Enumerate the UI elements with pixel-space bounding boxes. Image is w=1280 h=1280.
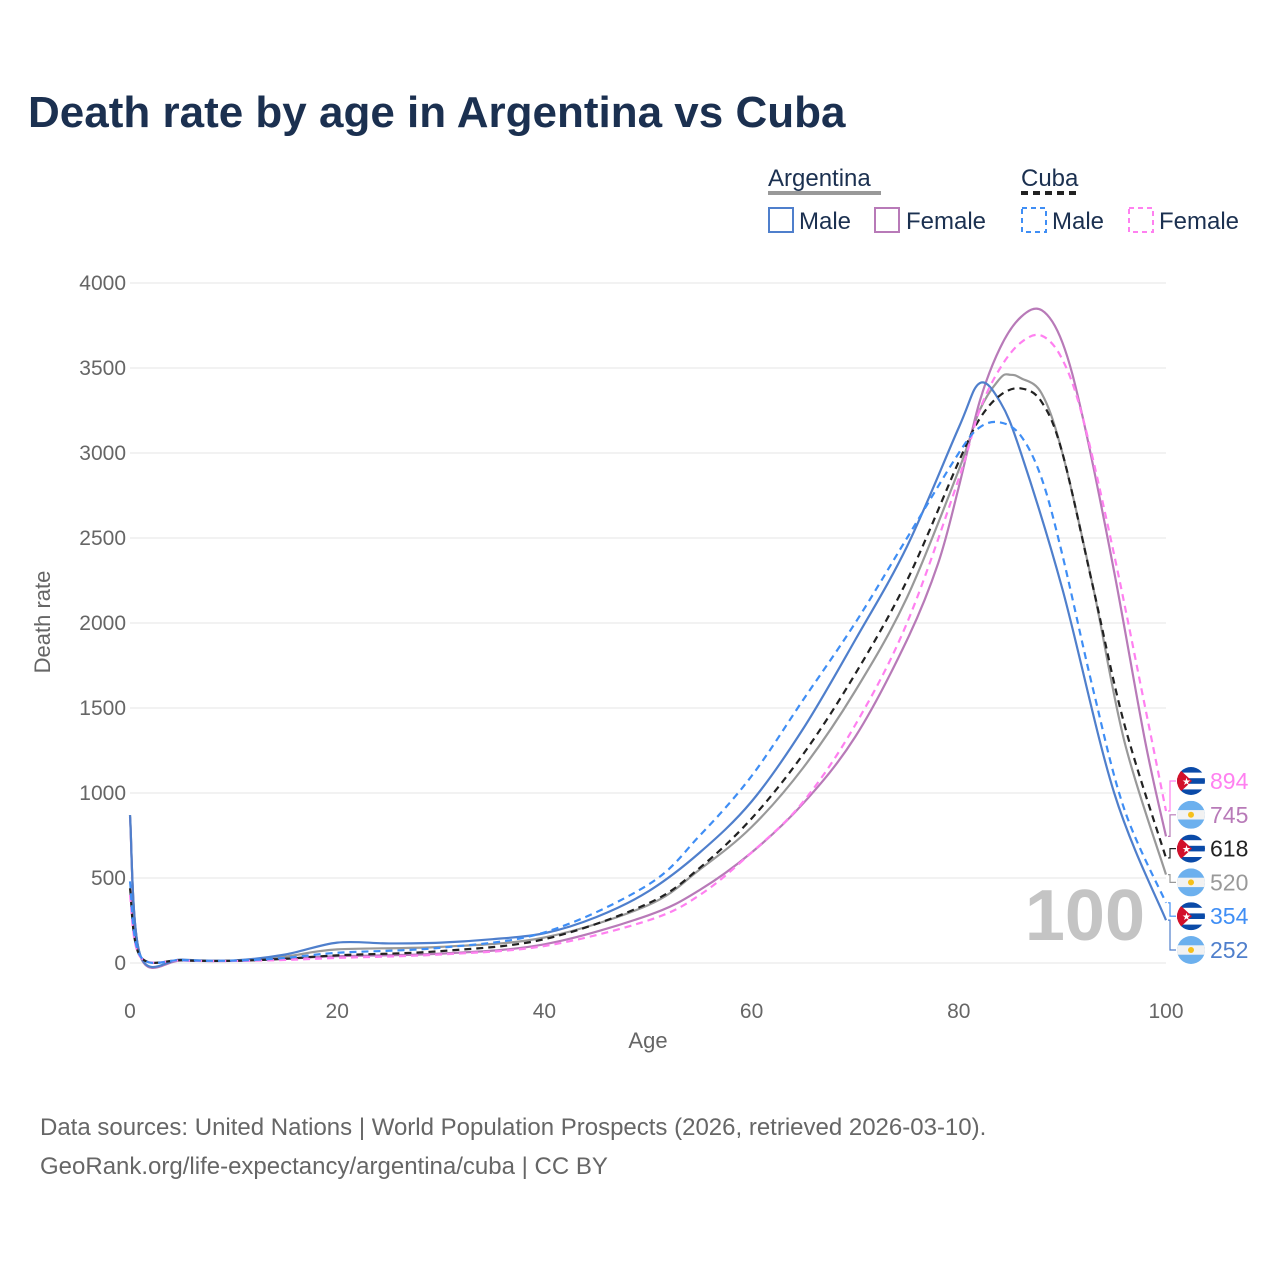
chart-title: Death rate by age in Argentina vs Cuba — [28, 88, 846, 137]
y-tick-label: 1500 — [79, 697, 126, 720]
cuba-flag-icon: ★ — [1177, 834, 1205, 863]
end-connector — [1168, 780, 1176, 812]
y-axis-label: Death rate — [30, 571, 55, 674]
legend-group-cuba: Cuba — [1021, 165, 1079, 192]
y-tick-label: 500 — [91, 867, 126, 890]
series-line-cuba-female — [128, 333, 1168, 964]
cuba-flag-icon: ★ — [1177, 767, 1205, 795]
argentina-flag-icon — [1177, 936, 1205, 964]
end-value-label: 252 — [1210, 937, 1248, 963]
legend-argentina-male[interactable]: Male — [799, 208, 851, 235]
end-connector — [1168, 919, 1176, 951]
end-value-label: 894 — [1210, 768, 1249, 794]
series-line-cuba-male — [128, 420, 1168, 965]
legend-cuba-female-swatch — [1128, 207, 1154, 233]
end-connector — [1168, 814, 1176, 837]
end-value-label: 745 — [1210, 802, 1248, 828]
footer: Data sources: United Nations | World Pop… — [40, 1108, 986, 1186]
legend-argentina-male-swatch — [768, 207, 794, 233]
series-line-argentina-male — [128, 381, 1168, 969]
series-line-argentina-female — [128, 307, 1168, 969]
argentina-flag-icon — [1177, 868, 1205, 897]
x-tick-label: 0 — [124, 1000, 136, 1023]
legend-cuba-female[interactable]: Female — [1159, 208, 1239, 235]
y-tick-label: 3500 — [79, 357, 126, 380]
svg-text:★: ★ — [1182, 777, 1191, 788]
legend-cuba-male[interactable]: Male — [1052, 208, 1104, 235]
end-value-label: 520 — [1210, 869, 1248, 895]
legend-argentina-female-swatch — [874, 207, 900, 233]
end-connector — [1168, 848, 1176, 859]
y-tick-label: 3000 — [79, 442, 126, 465]
series-line-argentina — [128, 373, 1168, 969]
y-tick-label: 1000 — [79, 782, 126, 805]
age-marker: 100 — [1025, 876, 1145, 956]
x-tick-label: 60 — [740, 1000, 763, 1023]
argentina-flag-icon — [1177, 800, 1205, 829]
x-tick-label: 40 — [533, 1000, 556, 1023]
source-text: Data sources: United Nations | World Pop… — [40, 1114, 987, 1141]
end-connector — [1168, 902, 1176, 917]
svg-text:★: ★ — [1182, 845, 1191, 856]
source-url[interactable]: GeoRank.org/life-expectancy/argentina/cu… — [40, 1153, 608, 1180]
x-tick-label: 80 — [947, 1000, 970, 1023]
y-tick-label: 2000 — [79, 612, 126, 635]
y-tick-label: 0 — [114, 952, 126, 975]
end-value-label: 354 — [1210, 903, 1249, 929]
legend-group-argentina: Argentina — [768, 165, 871, 192]
cuba-flag-icon: ★ — [1177, 902, 1205, 931]
series-line-cuba — [128, 387, 1168, 964]
end-connector — [1168, 874, 1176, 883]
y-tick-label: 4000 — [79, 272, 126, 295]
legend-argentina-female[interactable]: Female — [906, 208, 986, 235]
legend-cuba-male-swatch — [1021, 207, 1047, 233]
legend: Argentina Male Female Cuba Male Female — [768, 165, 1239, 235]
x-axis-label: Age — [628, 1028, 667, 1053]
svg-text:★: ★ — [1182, 912, 1191, 923]
y-tick-label: 2500 — [79, 527, 126, 550]
x-tick-label: 20 — [326, 1000, 349, 1023]
x-tick-label: 100 — [1148, 1000, 1183, 1023]
end-value-label: 618 — [1210, 836, 1248, 862]
